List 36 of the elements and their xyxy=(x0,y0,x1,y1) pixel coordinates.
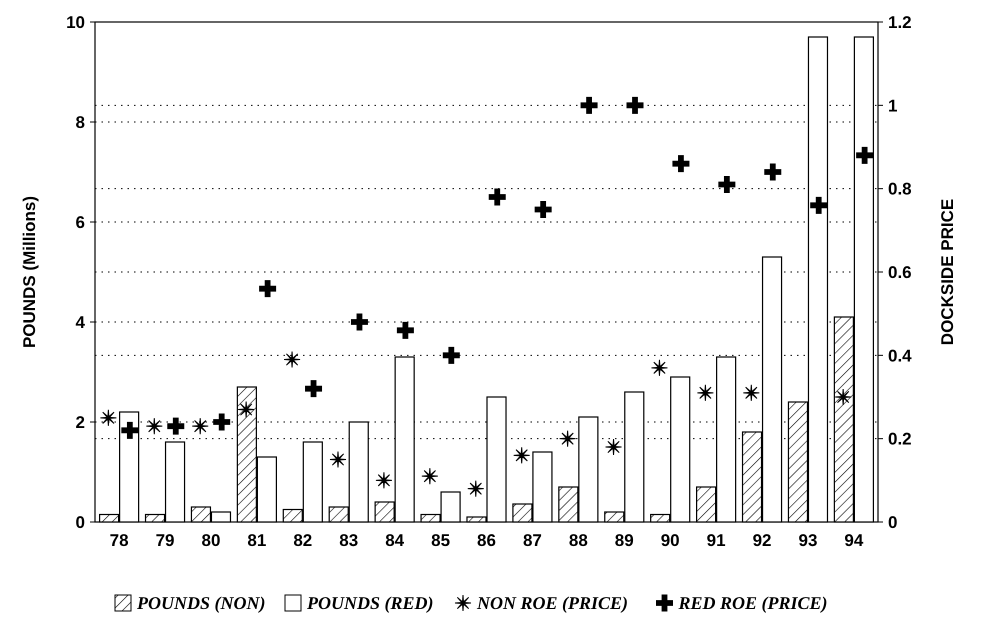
x-tick-label: 94 xyxy=(844,531,864,550)
x-tick-label: 82 xyxy=(293,531,312,550)
x-tick-label: 91 xyxy=(706,531,726,550)
x-tick-label: 83 xyxy=(339,531,358,550)
y-tick-label: 2 xyxy=(76,412,85,432)
y-tick-label: 10 xyxy=(66,12,85,32)
x-tick-label: 80 xyxy=(201,531,220,550)
legend-label: POUNDS (NON) xyxy=(136,593,266,613)
x-tick-label: 90 xyxy=(660,531,680,550)
y-tick-label: 8 xyxy=(76,112,85,132)
y-axis-title: POUNDS (Millions) xyxy=(20,196,39,348)
y-tick-label: 4 xyxy=(76,312,86,332)
y2-axis-title: DOCKSIDE PRICE xyxy=(938,198,957,346)
x-tick-label: 84 xyxy=(385,531,405,550)
legend-label: NON ROE (PRICE) xyxy=(476,593,628,613)
x-tick-label: 78 xyxy=(110,531,129,550)
x-tick-label: 87 xyxy=(522,531,542,550)
x-tick-label: 81 xyxy=(247,531,266,550)
x-tick-label: 93 xyxy=(798,531,818,550)
y-tick-label: 6 xyxy=(76,212,85,232)
legend-label: RED ROE (PRICE) xyxy=(678,593,828,613)
y2-tick-label: 0.6 xyxy=(888,262,912,282)
y2-tick-label: 0 xyxy=(888,512,898,532)
y2-tick-label: 0.4 xyxy=(888,346,912,366)
x-tick-label: 89 xyxy=(614,531,634,550)
x-tick-label: 85 xyxy=(431,531,450,550)
legend-label: POUNDS (RED) xyxy=(306,593,434,613)
x-tick-label: 88 xyxy=(568,531,588,550)
y2-tick-label: 1.2 xyxy=(888,12,912,32)
x-tick-label: 79 xyxy=(156,531,174,550)
x-tick-label: 86 xyxy=(477,531,496,550)
y2-tick-label: 0.2 xyxy=(888,430,912,449)
x-tick-label: 92 xyxy=(752,531,772,550)
y2-tick-label: 1 xyxy=(888,96,898,116)
y2-tick-label: 0.8 xyxy=(888,180,912,199)
y-tick-label: 0 xyxy=(76,512,85,532)
